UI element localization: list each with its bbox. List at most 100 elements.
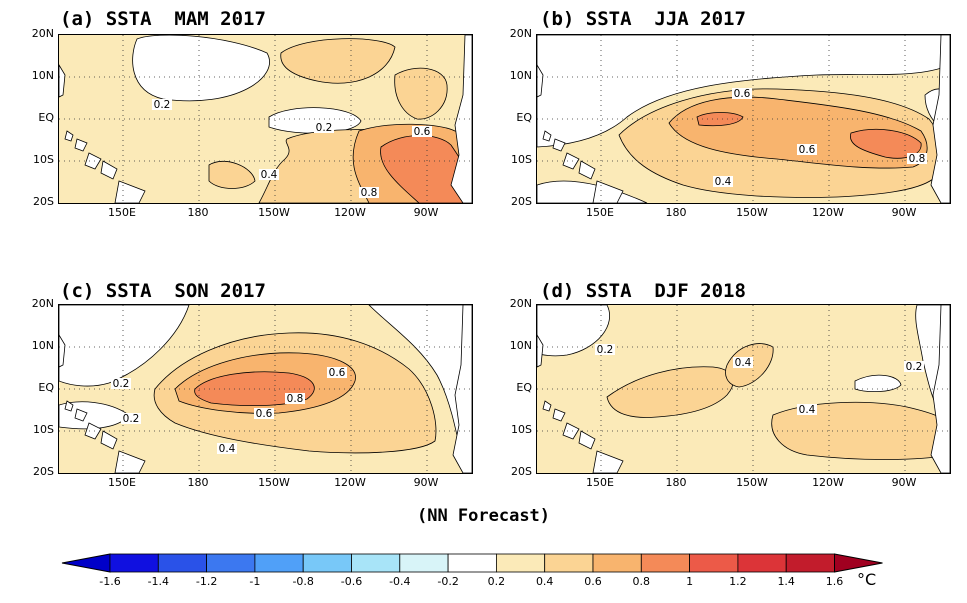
panel-c-contour-label: 0.4 bbox=[217, 443, 237, 455]
colorbar-tick-label: 0.8 bbox=[632, 575, 651, 588]
lat-tick-label: 10N bbox=[509, 339, 532, 352]
panel-b-map: 0.6 0.6 0.4 0.8 bbox=[536, 34, 951, 204]
panel-d-land bbox=[552, 408, 566, 422]
panel-a-anomaly-region bbox=[394, 67, 448, 120]
panel-b-anomaly-region bbox=[537, 35, 950, 148]
lon-tick-label: 180 bbox=[187, 206, 209, 219]
panel-d-map: 0.2 0.4 0.2 0.4 bbox=[536, 304, 951, 474]
panel-c-contour-label: 0.2 bbox=[111, 378, 131, 390]
svg-text:0.8: 0.8 bbox=[909, 153, 926, 165]
panel-b-anomaly-region bbox=[696, 112, 744, 127]
colorbar-swatch bbox=[737, 553, 787, 573]
lat-tick-label: 20N bbox=[31, 297, 54, 310]
colorbar-tick-label: -0.6 bbox=[340, 575, 363, 588]
panel-a-field: 0.2 0.2 0.4 0.6 0.8 bbox=[59, 35, 472, 203]
svg-text:0.2: 0.2 bbox=[113, 378, 130, 390]
panel-a-land bbox=[84, 152, 102, 170]
svg-text:0.4: 0.4 bbox=[715, 176, 732, 188]
lon-tick-label: 150E bbox=[108, 476, 136, 489]
panel-c-land bbox=[100, 430, 118, 450]
panel-c-title: (c) SSTA SON 2017 bbox=[60, 280, 266, 302]
panel-a-anomaly-region bbox=[280, 38, 396, 84]
panel-c-map: 0.2 0.2 0.6 0.8 0.6 0.4 bbox=[58, 304, 473, 474]
colorbar-swatch bbox=[495, 553, 546, 573]
colorbar bbox=[61, 553, 883, 573]
panel-d-land bbox=[537, 334, 544, 368]
lon-tick-label: 150W bbox=[736, 206, 768, 219]
lon-tick-label: 180 bbox=[665, 206, 687, 219]
svg-text:0.4: 0.4 bbox=[799, 404, 816, 416]
colorbar-swatch bbox=[640, 553, 690, 573]
lat-tick-label: 20S bbox=[511, 195, 532, 208]
panel-c-land bbox=[114, 450, 146, 473]
colorbar-swatch bbox=[785, 553, 835, 573]
lat-tick-label: EQ bbox=[516, 111, 532, 124]
panel-d-anomaly-region bbox=[854, 374, 902, 393]
panel-d-land bbox=[542, 400, 552, 412]
panel-a-title: (a) SSTA MAM 2017 bbox=[60, 8, 266, 30]
panel-a-contour-label: 0.2 bbox=[152, 99, 172, 111]
lon-tick-label: 150E bbox=[586, 206, 614, 219]
svg-text:0.6: 0.6 bbox=[799, 144, 816, 156]
panel-a-land bbox=[74, 138, 88, 152]
panel-b-title: (b) SSTA JJA 2017 bbox=[540, 8, 746, 30]
colorbar-low-extension bbox=[61, 553, 111, 573]
panel-a-land bbox=[114, 180, 146, 203]
lon-tick-label: 120W bbox=[812, 476, 844, 489]
colorbar-swatch bbox=[254, 553, 304, 573]
svg-text:0.4: 0.4 bbox=[219, 443, 236, 455]
lat-tick-label: EQ bbox=[38, 381, 54, 394]
panel-c-land bbox=[74, 408, 88, 422]
panel-d-land bbox=[592, 450, 624, 473]
colorbar-swatch bbox=[689, 553, 739, 573]
panel-b-contour-label: 0.4 bbox=[713, 176, 733, 188]
panel-c-field: 0.2 0.2 0.6 0.8 0.6 0.4 bbox=[59, 305, 472, 473]
lat-tick-label: 20S bbox=[33, 195, 54, 208]
panel-a-land bbox=[100, 160, 118, 180]
panel-a-contour-label: 0.4 bbox=[259, 169, 279, 181]
panel-c-land bbox=[84, 422, 102, 440]
panel-c-land bbox=[59, 334, 66, 368]
panel-a-map: 0.2 0.2 0.4 0.6 0.8 bbox=[58, 34, 473, 204]
panel-b-land bbox=[552, 138, 566, 152]
panel-a-anomaly-region bbox=[268, 107, 362, 134]
colorbar-tick-label: 1.2 bbox=[729, 575, 747, 588]
svg-text:0.8: 0.8 bbox=[361, 187, 378, 199]
panel-d-field: 0.2 0.4 0.2 0.4 bbox=[537, 305, 950, 473]
colorbar-swatch bbox=[206, 553, 256, 573]
svg-text:0.6: 0.6 bbox=[329, 367, 346, 379]
panel-d-land bbox=[562, 422, 580, 440]
panel-c-contour-label: 0.6 bbox=[327, 367, 347, 379]
colorbar-swatch bbox=[109, 553, 159, 573]
lon-tick-label: 120W bbox=[334, 206, 366, 219]
panel-b-land bbox=[562, 152, 580, 170]
lon-tick-label: 180 bbox=[665, 476, 687, 489]
panel-b-land bbox=[930, 35, 950, 203]
colorbar-swatch bbox=[447, 553, 497, 573]
lat-tick-label: EQ bbox=[516, 381, 532, 394]
lat-tick-label: 10S bbox=[511, 153, 532, 166]
colorbar-tick-label: -1.6 bbox=[99, 575, 121, 588]
panel-b-land bbox=[537, 64, 544, 98]
lat-tick-label: 10S bbox=[33, 423, 54, 436]
colorbar-tick-label: 0.6 bbox=[584, 575, 602, 588]
colorbar-tick-label: 1 bbox=[686, 575, 694, 588]
colorbar-swatch bbox=[544, 553, 594, 573]
panel-a-land bbox=[64, 130, 74, 142]
colorbar-tick-label: -0.4 bbox=[389, 575, 411, 588]
svg-text:0.2: 0.2 bbox=[123, 413, 140, 425]
colorbar-tick-label: -1.2 bbox=[195, 575, 218, 588]
colorbar-unit: °C bbox=[857, 570, 877, 589]
panel-a-land bbox=[59, 64, 66, 98]
lat-tick-label: 20S bbox=[511, 465, 532, 478]
colorbar-swatch bbox=[157, 553, 208, 573]
svg-text:0.6: 0.6 bbox=[734, 88, 751, 100]
panel-b-contour-label: 0.6 bbox=[797, 144, 817, 156]
svg-text:0.2: 0.2 bbox=[906, 361, 923, 373]
lon-tick-label: 180 bbox=[187, 476, 209, 489]
panel-b-field: 0.6 0.6 0.4 0.8 bbox=[537, 35, 950, 203]
panel-b-contour-label: 0.8 bbox=[907, 153, 927, 165]
lat-tick-label: 10S bbox=[511, 423, 532, 436]
panel-a-contour-label: 0.6 bbox=[412, 126, 432, 138]
lat-tick-label: 20N bbox=[509, 297, 532, 310]
